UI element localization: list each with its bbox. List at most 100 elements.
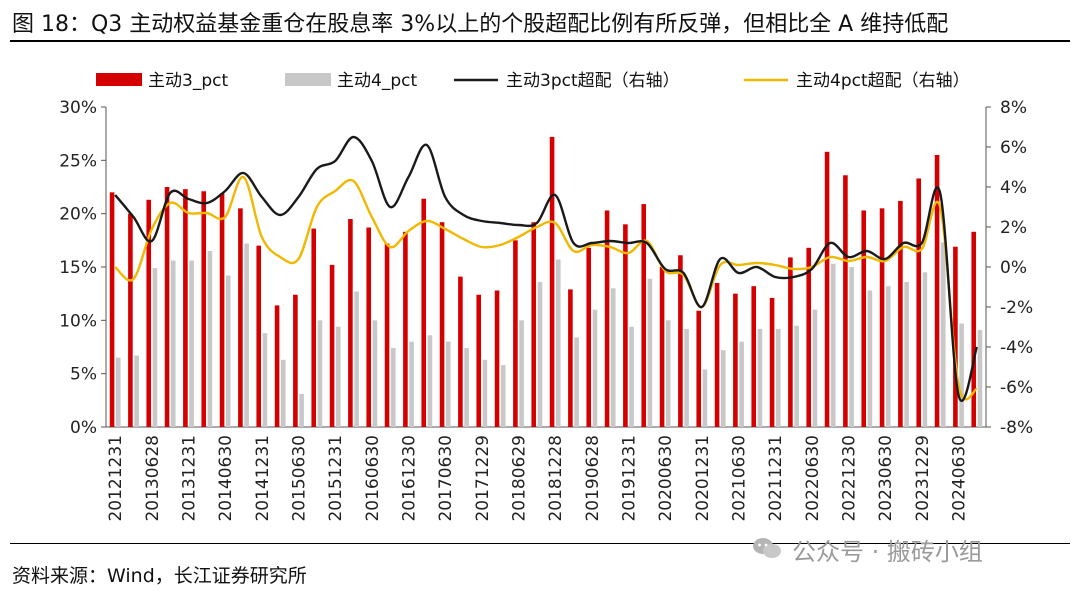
x-tick-label: 20240630 [950,435,970,522]
x-tick-label: 20170630 [436,435,456,522]
legend-label: 主动4pct超配（右轴） [796,71,970,91]
bar-zhudong4 [849,267,854,427]
right-tick-label: -4% [1000,338,1033,358]
bar-zhudong4 [867,290,873,427]
bar-zhudong4 [262,333,268,427]
bar-zhudong4 [757,328,763,427]
bar-zhudong3 [146,199,152,427]
right-tick-label: 4% [1000,178,1027,198]
bar-zhudong3 [531,222,537,427]
bar-zhudong4 [739,341,744,427]
bar-zhudong4 [940,242,946,427]
bar-zhudong4 [207,251,213,427]
x-tick-label: 20131231 [180,435,200,522]
line-zhudong4-overweight [114,175,979,401]
bar-zhudong3 [293,294,298,427]
x-tick-label: 20200630 [656,435,676,522]
x-tick-label: 20161230 [400,435,420,522]
bar-zhudong3 [164,187,170,427]
x-tick-label: 20230630 [876,435,896,522]
bar-zhudong4 [684,328,689,427]
x-tick-label: 20121231 [106,435,126,522]
bar-zhudong3 [604,210,610,427]
bar-zhudong3 [623,224,628,427]
legend-label: 主动3_pct [148,71,228,91]
bar-zhudong3 [421,198,427,427]
bar-zhudong3 [439,222,445,427]
right-tick-label: -2% [1000,298,1033,318]
bar-zhudong4 [720,350,726,427]
bar-zhudong4 [445,341,451,427]
bar-zhudong4 [885,286,891,427]
bar-zhudong4 [115,357,121,427]
x-tick-label: 20141231 [253,435,273,522]
right-tick-label: -6% [1000,378,1033,398]
bar-zhudong4 [922,272,928,427]
bar-zhudong3 [274,305,280,427]
bar-zhudong4 [170,260,176,427]
legend-label: 主动4_pct [337,71,417,91]
bar-zhudong3 [733,293,738,427]
right-tick-label: 8% [1000,98,1027,118]
bar-zhudong3 [476,294,482,427]
legend-swatch [285,73,331,86]
chart-title: 图 18：Q3 主动权益基金重仓在股息率 3%以上的个股超配比例有所反弹，但相比… [12,12,949,36]
bar-zhudong3 [586,247,592,427]
bar-zhudong3 [659,267,665,427]
x-tick-label: 20180629 [510,435,530,522]
bar-zhudong4 [500,365,506,427]
bar-zhudong3 [678,255,683,427]
legend-label: 主动3pct超配（右轴） [506,71,680,91]
bar-zhudong3 [256,245,262,427]
bar-zhudong4 [482,359,488,427]
bar-zhudong4 [610,288,616,427]
bar-zhudong3 [201,191,207,427]
title-rule [10,40,1070,42]
bar-zhudong4 [537,281,543,427]
x-tick-label: 20191231 [620,435,640,522]
bar-zhudong3 [513,240,518,427]
bar-zhudong3 [311,228,317,427]
x-tick-label: 20130628 [143,435,163,522]
bar-zhudong4 [959,323,964,427]
bar-zhudong4 [794,325,799,427]
bar-zhudong3 [971,231,977,427]
left-tick-label: 15% [59,258,97,278]
bar-zhudong3 [128,213,133,427]
bar-zhudong4 [354,291,359,427]
bar-zhudong3 [109,192,115,427]
bar-zhudong3 [403,231,408,427]
x-tick-label: 20140630 [216,435,236,522]
left-tick-label: 5% [70,365,97,385]
bar-zhudong4 [152,268,158,427]
x-tick-label: 20210630 [730,435,750,522]
bar-zhudong4 [225,275,231,427]
bar-zhudong4 [244,243,249,427]
right-tick-label: -8% [1000,418,1033,438]
bar-zhudong4 [335,326,341,427]
bar-zhudong4 [647,278,653,427]
x-tick-label: 20201231 [693,435,713,522]
x-tick-label: 20221230 [840,435,860,522]
footer-rule [10,543,1070,544]
bar-zhudong4 [519,320,524,427]
bar-zhudong4 [464,348,469,427]
bar-zhudong3 [219,193,225,427]
bar-zhudong4 [134,355,139,427]
bar-zhudong3 [329,264,335,427]
right-tick-label: 0% [1000,258,1027,278]
bar-zhudong3 [861,210,867,427]
x-tick-label: 20160630 [363,435,383,522]
bar-zhudong4 [702,369,708,427]
x-tick-label: 20190628 [583,435,603,522]
right-tick-label: 2% [1000,218,1027,238]
bar-zhudong4 [299,393,304,427]
x-tick-label: 20150630 [290,435,310,522]
x-tick-label: 20231229 [913,435,933,522]
bar-zhudong4 [592,309,598,427]
bar-zhudong4 [977,329,983,427]
watermark: 公众号 · 搬砖小组 [792,538,983,566]
left-tick-label: 30% [59,98,97,118]
bar-zhudong3 [183,189,188,427]
bar-zhudong4 [390,348,396,427]
